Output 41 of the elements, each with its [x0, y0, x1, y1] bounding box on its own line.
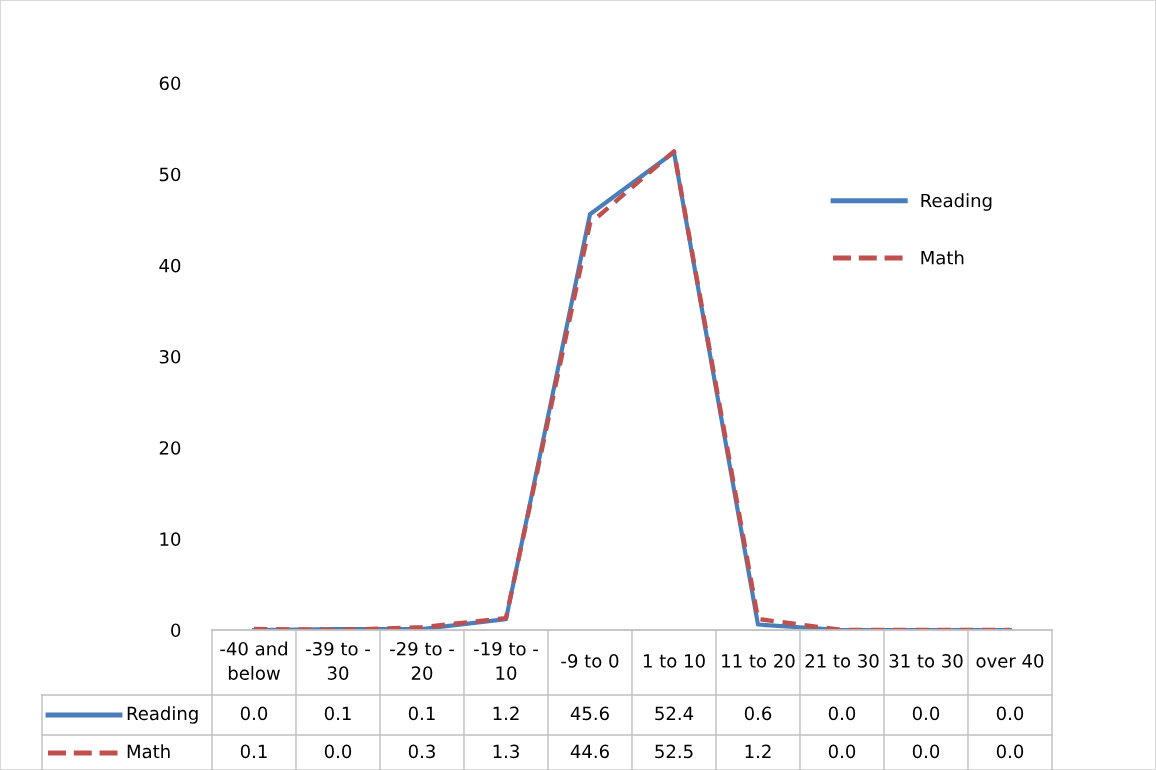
data-label: 52.5: [655, 744, 693, 759]
x-tick-label: -29 to -20: [390, 641, 454, 680]
text: Math: [127, 744, 170, 759]
y-tick-label: 30: [159, 349, 181, 364]
x-tick-label: over 40: [976, 654, 1044, 668]
data-label: 0.0: [828, 744, 856, 759]
legend-label: Math: [921, 250, 964, 265]
data-label: 1.2: [493, 706, 519, 720]
data-label: 0.0: [912, 744, 940, 759]
data-label: 45.6: [570, 706, 609, 721]
x-tick-label: 11 to 20: [722, 654, 795, 668]
data-label: 0.0: [828, 706, 856, 721]
data-label: 0.0: [996, 744, 1024, 759]
data-label: 0.6: [744, 706, 772, 721]
y-tick-label: 50: [159, 167, 181, 182]
data-label: 44.6: [570, 744, 609, 759]
text: Reading: [127, 706, 198, 724]
x-tick-label: 31 to 30: [889, 654, 963, 668]
y-tick-label: 40: [159, 258, 181, 273]
y-tick-label: 10: [160, 532, 181, 546]
data-label: 0.0: [324, 744, 352, 759]
data-label: 0.1: [324, 706, 351, 721]
data-label: 1.3: [493, 744, 519, 759]
y-tick-label: 0: [171, 623, 181, 638]
x-tick-label: 1 to 10: [643, 654, 705, 668]
y-tick-label: 20: [159, 441, 181, 455]
data-label: 0.3: [408, 744, 435, 759]
data-label: 0.1: [240, 744, 267, 759]
x-tick-label: -39 to -30: [306, 641, 370, 680]
x-tick-label: -40 and below: [220, 641, 287, 680]
data-label: 0.0: [912, 706, 940, 721]
data-label: 52.4: [655, 706, 694, 721]
x-tick-label: 21 to 30: [805, 654, 879, 668]
legend-label: Reading: [921, 193, 992, 211]
data-label: 0.0: [996, 706, 1024, 721]
data-label: 0.0: [240, 706, 268, 721]
x-tick-label: -19 to -10: [474, 641, 538, 680]
data-label: 1.2: [745, 744, 771, 758]
x-tick-label: -9 to 0: [561, 654, 619, 668]
y-tick-label: 60: [159, 76, 181, 91]
data-label: 0.1: [408, 706, 435, 721]
